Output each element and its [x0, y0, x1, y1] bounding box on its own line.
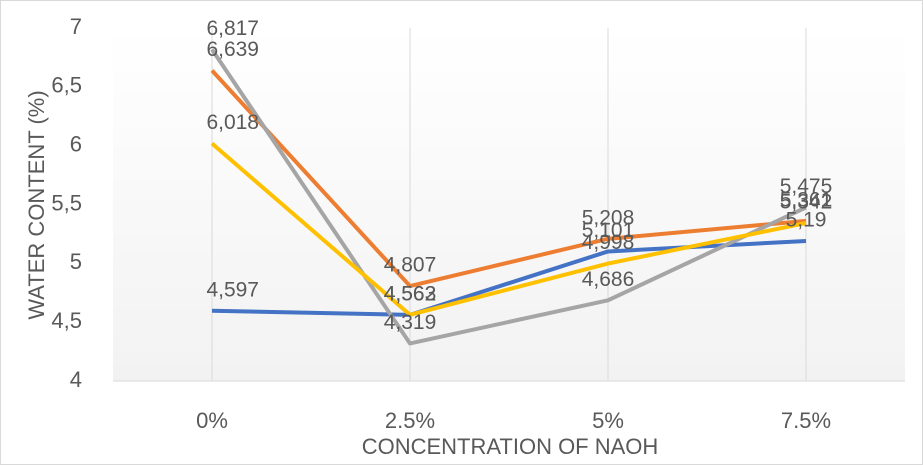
y-tick-label: 5,5 — [51, 190, 82, 215]
data-label: 4,562 — [384, 282, 437, 305]
data-label: 4,807 — [384, 254, 437, 277]
y-tick-label: 6 — [70, 131, 82, 156]
series-line — [210, 48, 807, 346]
series-line — [210, 69, 807, 289]
x-tick-label: 2.5% — [385, 408, 435, 433]
data-label: 4,319 — [384, 311, 437, 334]
x-tick-label: 5% — [592, 408, 624, 433]
data-label: 5,101 — [582, 219, 635, 242]
x-tick-label: 7.5% — [781, 408, 831, 433]
x-tick-label: 0% — [196, 408, 228, 433]
series-line — [211, 238, 807, 317]
data-label: 4,563 — [384, 282, 437, 305]
data-label: 5,19 — [786, 209, 827, 232]
y-tick-label: 5 — [70, 249, 82, 274]
data-label: 5,342 — [780, 191, 833, 214]
data-label: 6,817 — [206, 17, 259, 40]
data-label: 6,639 — [206, 38, 259, 61]
y-tick-label: 4,5 — [51, 308, 82, 333]
data-label: 4,686 — [582, 268, 635, 291]
y-tick-label: 4 — [70, 367, 82, 392]
data-label: 4,998 — [582, 231, 635, 254]
y-tick-label: 6,5 — [51, 73, 82, 98]
data-label: 5,208 — [582, 206, 635, 229]
y-tick-label: 7 — [70, 14, 82, 39]
data-label: 5,361 — [780, 188, 833, 211]
x-axis-title: CONCENTRATION OF NAOH — [362, 434, 659, 459]
data-label: 4,597 — [206, 278, 259, 301]
data-label: 5,475 — [780, 175, 833, 198]
series-line — [210, 142, 807, 317]
data-label: 6,018 — [206, 111, 259, 134]
y-axis-title: WATER CONTENT (%) — [24, 90, 49, 319]
